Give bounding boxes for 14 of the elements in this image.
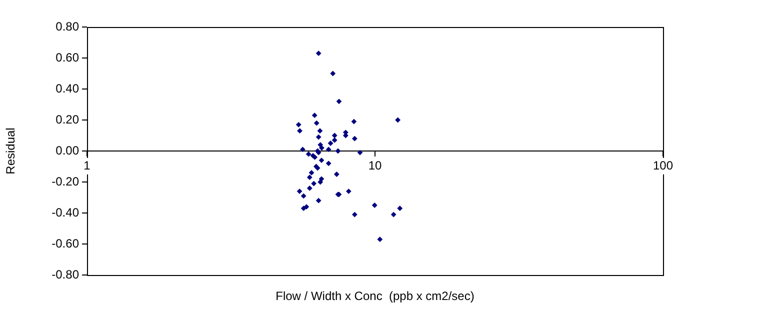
y-tick-label: -0.80 [52,267,80,282]
y-tick-label: -0.40 [52,205,80,220]
y-tick-label: 0.80 [56,19,80,34]
x-tick-label: 1 [84,158,91,173]
y-tick-label: 0.00 [56,143,80,158]
y-tick-label: 0.40 [56,81,80,96]
y-tick-label: 0.20 [56,112,80,126]
x-tick-label: 100 [652,158,674,173]
y-tick-label: -0.20 [52,174,80,188]
x-tick-label: 10 [368,158,382,173]
y-axis-title: Residual [4,128,18,174]
x-axis-title: Flow / Width x Conc (ppb x cm2/sec) [274,289,476,303]
y-tick-label: -0.60 [52,236,80,250]
y-tick-label: 0.60 [56,50,80,64]
